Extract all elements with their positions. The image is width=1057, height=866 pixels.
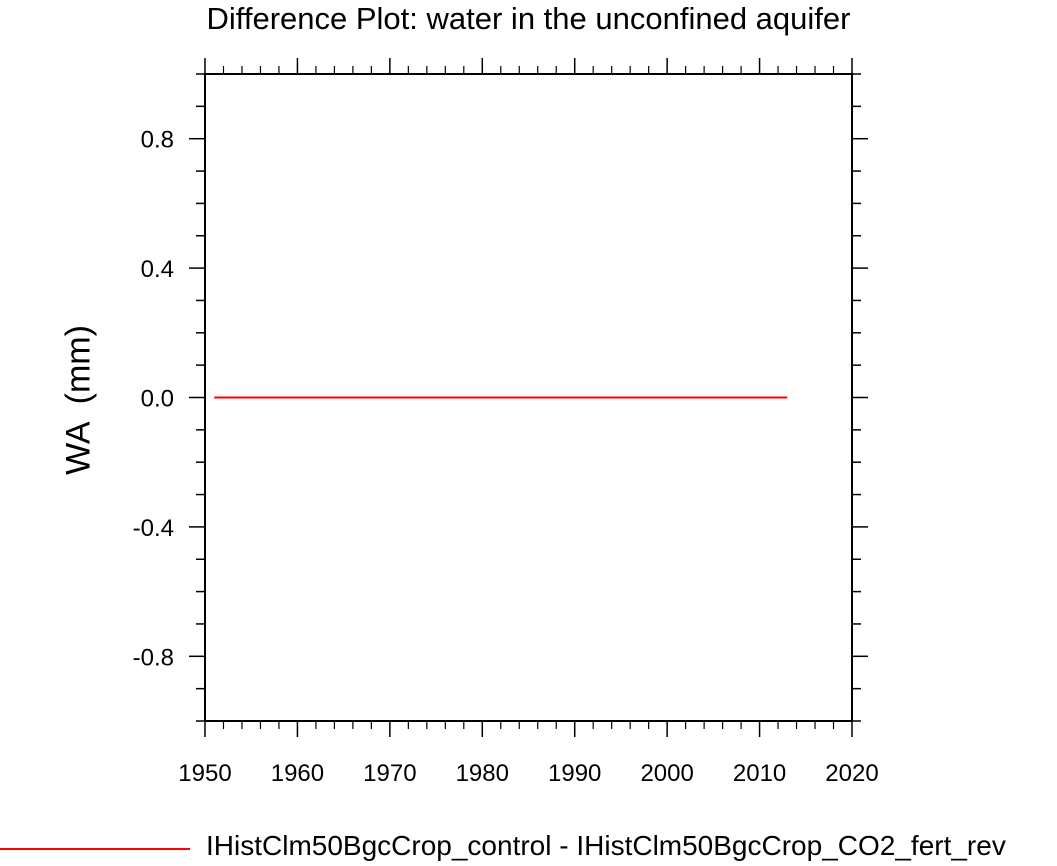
x-tick-label: 2000 <box>640 760 693 787</box>
x-tick-label: 1960 <box>271 760 324 787</box>
y-tick-label: 0.8 <box>141 127 174 154</box>
chart-title: Difference Plot: water in the unconfined… <box>206 1 851 36</box>
legend: IHistClm50BgcCrop_control - IHistClm50Bg… <box>0 826 1057 866</box>
legend-label: IHistClm50BgcCrop_control - IHistClm50Bg… <box>206 830 1006 861</box>
x-tick-label: 2010 <box>733 760 786 787</box>
y-tick-label: -0.8 <box>133 644 174 671</box>
y-tick-label: 0.0 <box>141 386 174 413</box>
y-tick-label: -0.4 <box>133 515 174 542</box>
y-tick-label: 0.4 <box>141 256 174 283</box>
y-axis-label: WA (mm) <box>59 325 98 475</box>
legend-line-swatch <box>0 848 190 850</box>
x-tick-label: 2020 <box>825 760 878 787</box>
x-tick-label: 1980 <box>456 760 509 787</box>
x-tick-label: 1970 <box>363 760 416 787</box>
x-tick-label: 1950 <box>178 760 231 787</box>
x-tick-label: 1990 <box>548 760 601 787</box>
